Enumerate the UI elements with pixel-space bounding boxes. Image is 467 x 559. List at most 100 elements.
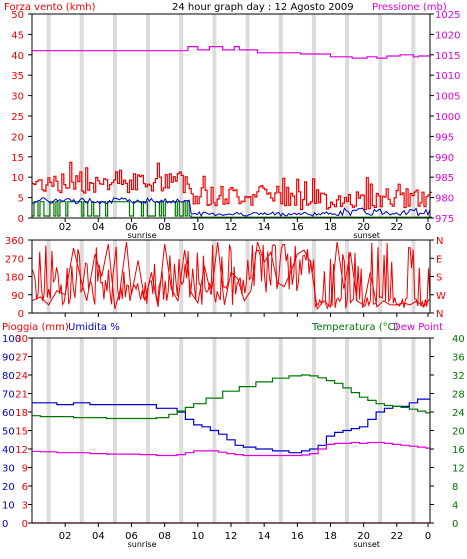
p1-hour-band-2 (112, 14, 117, 218)
p3-xtick-label-8: 18 (324, 531, 337, 542)
p2-left-tick-label-1: 90 (11, 291, 24, 302)
p1-left-tick-label-7: 35 (11, 71, 24, 82)
p1-right-tick-label-6: 1005 (435, 92, 460, 103)
p3-humidity-tick-label-2: 20 (2, 482, 15, 493)
p3-hour-band-6 (245, 338, 250, 523)
p1-xtick-label-9: 20 (357, 222, 370, 233)
pressure-axis-title: Pressione (mb) (372, 2, 447, 13)
p1-xtick-label-2: 06 (125, 222, 138, 233)
p1-hour-band-10 (378, 14, 383, 218)
p3-humidity-tick-label-1: 10 (2, 501, 15, 512)
p3-right-tick-label-8: 32 (452, 371, 465, 382)
p1-hour-band-5 (212, 14, 217, 218)
p1-left-tick-label-0: 0 (18, 214, 24, 225)
p3-rain-tick-label-6: 18 (15, 408, 28, 419)
p2-wind-direction-line (31, 241, 431, 311)
p2-left-tick-label-3: 270 (5, 254, 24, 265)
p1-right-tick-label-2: 985 (435, 173, 454, 184)
p1-wind-speed-line (31, 197, 431, 217)
humidity-axis-title: Umidita % (68, 322, 120, 333)
p1-xtick-label-3: 08 (158, 222, 171, 233)
p1-xtick-label-0: 02 (59, 222, 72, 233)
p3-humidity-tick-label-5: 50 (2, 427, 15, 438)
p3-xtick-label-4: 10 (191, 531, 204, 542)
p3-humidity-tick-label-10: 100 (2, 334, 21, 345)
p1-right-tick-label-9: 1020 (435, 30, 460, 41)
p1-right-tick-label-1: 980 (435, 194, 454, 205)
p1-left-tick-label-3: 15 (11, 153, 24, 164)
p1-hour-band-6 (245, 14, 250, 218)
p3-right-tick-label-1: 4 (452, 501, 458, 512)
p1-hour-band-11 (411, 14, 416, 218)
p3-hour-band-3 (146, 338, 151, 523)
p1-left-tick-label-10: 50 (11, 10, 24, 21)
p3-xtick-label-6: 14 (258, 531, 271, 542)
p2-hour-band-2 (112, 240, 117, 313)
p1-sunset-label: sunset (353, 231, 380, 240)
p1-xtick-label-5: 12 (225, 222, 238, 233)
p1-hour-band-4 (179, 14, 184, 218)
p3-xtick-label-10: 22 (390, 531, 403, 542)
p2-wind-direction-trace (31, 242, 431, 310)
p1-left-tick-label-5: 25 (11, 112, 24, 123)
p1-right-tick-label-10: 1025 (435, 10, 460, 21)
p2-hour-band-0 (46, 240, 51, 313)
p3-plot-area (32, 338, 430, 523)
p3-humidity-tick-label-8: 80 (2, 371, 15, 382)
p1-right-tick-label-7: 1010 (435, 71, 460, 82)
p1-left-tick-label-8: 40 (11, 51, 24, 62)
p3-humidity-tick-label-6: 60 (2, 408, 15, 419)
p3-xtick-label-7: 16 (291, 531, 304, 542)
p1-left-tick-label-6: 30 (11, 92, 24, 103)
p3-humidity-tick-label-0: 0 (2, 519, 8, 530)
p3-hour-band-2 (112, 338, 117, 523)
p1-left-tick-label-2: 10 (11, 173, 24, 184)
p3-xtick-label-5: 12 (225, 531, 238, 542)
p2-right-tick-label-0: N (436, 309, 443, 320)
p3-dewpoint-line (32, 441, 430, 457)
p3-hour-band-8 (311, 338, 316, 523)
p3-rain-tick-label-9: 27 (15, 353, 28, 364)
p1-right-tick-label-8: 1015 (435, 51, 460, 62)
p3-xtick-label-2: 06 (125, 531, 138, 542)
p1-plot-area (32, 14, 430, 218)
p3-rain-tick-label-3: 9 (22, 464, 28, 475)
p2-left-tick-label-4: 360 (5, 236, 24, 247)
p3-temperature-line (32, 374, 430, 420)
p1-right-tick-label-5: 1000 (435, 112, 460, 123)
p2-left-tick-label-2: 180 (5, 273, 24, 284)
p3-xtick-label-11: 0 (425, 531, 431, 542)
p2-right-tick-label-1: W (436, 291, 446, 302)
p1-sunrise-label: sunrise (128, 231, 157, 240)
p1-hour-band-9 (345, 14, 350, 218)
p3-xtick-label-9: 20 (357, 531, 370, 542)
p1-xtick-label-8: 18 (324, 222, 337, 233)
p3-humidity-tick-label-3: 30 (2, 464, 15, 475)
wind-axis-title: Forza vento (kmh) (4, 2, 96, 13)
p2-hour-band-10 (378, 240, 383, 313)
temperature-axis-title: Temperatura (°C) (311, 322, 399, 333)
p2-right-tick-label-3: E (436, 254, 442, 265)
chart-title: 24 hour graph day : 12 Agosto 2009 (172, 2, 354, 13)
p3-rain-tick-label-5: 15 (15, 427, 28, 438)
p3-right-tick-label-4: 16 (452, 445, 465, 456)
p3-rain-tick-label-2: 6 (22, 482, 28, 493)
p1-right-tick-label-3: 990 (435, 153, 454, 164)
p1-hour-band-3 (146, 14, 151, 218)
p3-rain-tick-label-10: 30 (15, 334, 28, 345)
p3-xtick-label-1: 04 (92, 531, 105, 542)
p3-rain-tick-label-8: 24 (15, 371, 28, 382)
wind-pressure-panel: 0510152025303540455097598098599099510001… (11, 10, 460, 240)
p3-humidity-tick-label-9: 90 (2, 353, 15, 364)
p1-hour-band-8 (311, 14, 316, 218)
p1-xtick-label-10: 22 (390, 222, 403, 233)
p3-humidity-line (32, 398, 430, 454)
p2-hour-band-7 (278, 240, 283, 313)
p3-hour-band-4 (179, 338, 184, 523)
p2-right-tick-label-2: S (436, 273, 442, 284)
p1-xtick-label-1: 04 (92, 222, 105, 233)
p3-rain-tick-label-7: 21 (15, 390, 28, 401)
rain-axis-title: Pioggia (mm) (2, 322, 69, 333)
